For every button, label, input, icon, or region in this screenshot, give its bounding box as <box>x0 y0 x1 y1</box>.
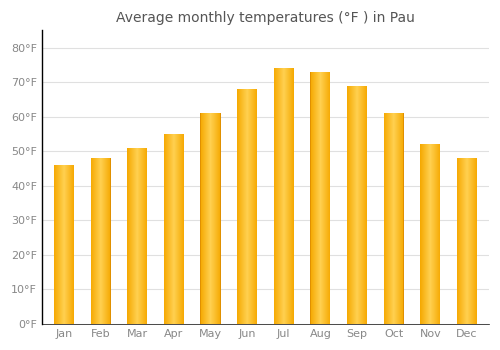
Title: Average monthly temperatures (°F ) in Pau: Average monthly temperatures (°F ) in Pa… <box>116 11 415 25</box>
